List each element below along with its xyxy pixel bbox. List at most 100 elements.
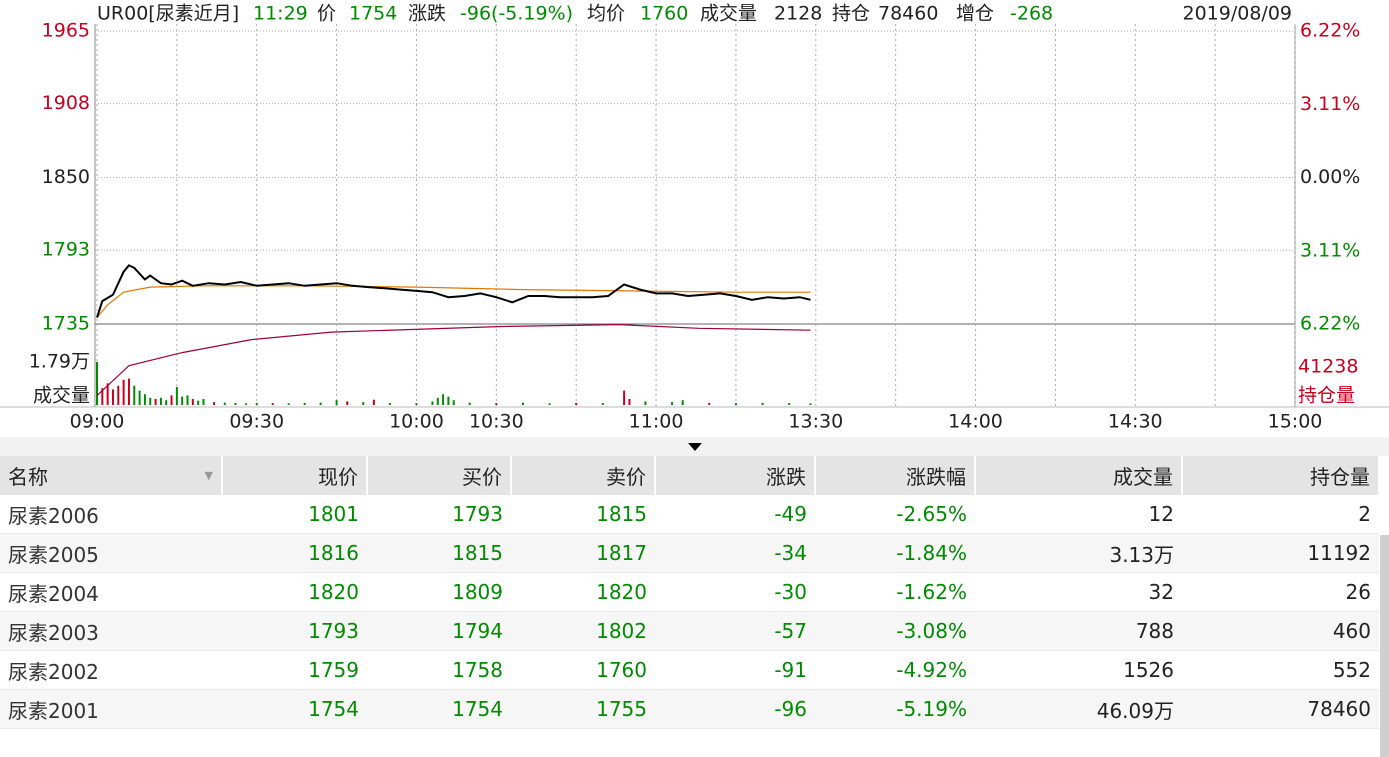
volume-bar	[335, 400, 338, 405]
volume-bar	[644, 401, 647, 405]
volume-bar	[245, 403, 248, 405]
y2-tick-label: 6.22%	[1300, 20, 1360, 42]
column-header[interactable]: 卖价	[511, 456, 656, 495]
column-header[interactable]: 持仓量	[1182, 456, 1380, 495]
table-cell: 552	[1182, 650, 1379, 690]
table-row[interactable]: 尿素2005 1816 1815 1817 -34 -1.84% 3.13万 11192	[0, 533, 1379, 573]
volume-bar	[346, 401, 349, 405]
x-tick-label: 09:30	[229, 411, 284, 433]
table-cell: 78460	[1182, 689, 1379, 729]
volume-bar	[708, 402, 711, 405]
volume-label: 成交量	[33, 385, 90, 407]
table-cell: -2.65%	[815, 495, 975, 534]
table-cell: 1759	[222, 650, 367, 690]
x-tick-label: 10:30	[469, 411, 524, 433]
column-header[interactable]: 现价	[222, 456, 368, 495]
table-row[interactable]: 尿素2003 1793 1794 1802 -57 -3.08% 788 460	[0, 611, 1379, 651]
table-cell: 1816	[222, 533, 367, 573]
y2-tick-label: 6.22%	[1300, 313, 1360, 335]
y-tick-label: 1908	[42, 92, 90, 114]
volume-bar	[431, 401, 434, 405]
scrollbar[interactable]	[1380, 535, 1389, 757]
table-row[interactable]: 尿素2002 1759 1758 1760 -91 -4.92% 1526 552	[0, 650, 1379, 690]
oi-label: 持仓量	[1298, 385, 1355, 407]
y2-tick-label: 3.11%	[1300, 93, 1360, 115]
label: 增仓	[956, 3, 994, 25]
volume-bar	[575, 402, 578, 405]
volume-bar	[271, 403, 274, 405]
volume-bar	[388, 403, 391, 405]
volume-bar	[681, 400, 684, 405]
volume-bar	[96, 362, 98, 405]
volume-bar	[601, 403, 604, 405]
table-cell: 12	[975, 495, 1182, 534]
table-cell: 1755	[511, 689, 655, 729]
x-tick-label: 13:30	[788, 411, 843, 433]
time: 11:29	[253, 3, 308, 25]
volume-bar	[809, 403, 812, 405]
volume-bar	[436, 397, 439, 405]
y2-tick-label: 0.00%	[1300, 166, 1360, 188]
volume-tick-label: 1.79万	[29, 351, 90, 373]
table-cell: 1758	[367, 650, 511, 690]
table-cell: 788	[975, 611, 1182, 651]
label: 涨跌	[408, 3, 446, 25]
table-row[interactable]: 尿素2006 1801 1793 1815 -49 -2.65% 12 2	[0, 495, 1379, 534]
table-cell: -4.92%	[815, 650, 975, 690]
value: 2128	[774, 3, 822, 25]
table-cell: 3.13万	[975, 533, 1182, 573]
x-tick-label: 11:00	[629, 411, 684, 433]
y-tick-label: 1793	[42, 239, 90, 261]
table-cell: 1793	[222, 611, 367, 651]
collapse-arrow[interactable]	[688, 443, 702, 451]
value: -268	[1010, 3, 1053, 25]
x-tick-label: 14:30	[1108, 411, 1163, 433]
table-cell: -91	[655, 650, 815, 690]
column-header[interactable]: 买价	[367, 456, 512, 495]
table-cell: 1809	[367, 572, 511, 612]
average-line	[96, 285, 811, 318]
table-cell: -5.19%	[815, 689, 975, 729]
x-tick-label: 09:00	[70, 411, 125, 433]
table-cell: 1815	[511, 495, 655, 534]
volume-bar	[202, 398, 205, 405]
volume-bar	[133, 385, 136, 405]
column-header[interactable]: 成交量	[975, 456, 1183, 495]
label: 均价	[587, 3, 625, 25]
contract-table: 名称 ▼ 现价 买价 卖价 涨跌 涨跌幅 成交量 持仓量 尿素2006 1801 1793 1815 -4…	[0, 456, 1380, 729]
volume-bar	[127, 378, 130, 405]
volume-bar	[106, 383, 109, 405]
volume-bar	[623, 390, 626, 405]
table-row[interactable]: 尿素2001 1754 1754 1755 -96 -5.19% 46.09万 78460	[0, 689, 1379, 729]
volume-bar	[165, 400, 168, 405]
table-cell: 尿素2004	[0, 572, 222, 612]
sort-icon: ▼	[204, 469, 213, 482]
volume-bar	[122, 379, 125, 405]
volume-bar	[671, 402, 674, 405]
table-cell: 尿素2003	[0, 611, 222, 651]
volume-bar	[138, 390, 141, 405]
volume-bar	[191, 398, 194, 405]
table-cell: 1801	[222, 495, 367, 534]
table-cell: 尿素2005	[0, 533, 222, 573]
volume-bar	[213, 402, 216, 405]
volume-bar	[117, 385, 120, 405]
volume-bar	[628, 398, 631, 405]
intraday-chart: UR00[尿素近月] 11:29 价 1754 涨跌 -96(-5.19%) 均…	[0, 3, 1389, 456]
table-cell: 460	[1182, 611, 1379, 651]
column-header[interactable]: 名称 ▼	[0, 456, 223, 495]
volume-bar	[468, 402, 471, 405]
table-cell: 1754	[222, 689, 367, 729]
column-header[interactable]: 涨跌	[655, 456, 816, 495]
price-line	[96, 264, 811, 318]
volume-bar	[548, 403, 551, 405]
table-cell: 尿素2002	[0, 650, 222, 690]
volume-bar	[452, 400, 455, 405]
volume-bar	[154, 398, 157, 405]
volume-bar	[101, 388, 104, 405]
volume-bar	[197, 400, 200, 405]
column-header[interactable]: 涨跌幅	[815, 456, 976, 495]
y-tick-label: 1735	[42, 313, 90, 335]
table-row[interactable]: 尿素2004 1820 1809 1820 -30 -1.62% 32 26	[0, 572, 1379, 612]
